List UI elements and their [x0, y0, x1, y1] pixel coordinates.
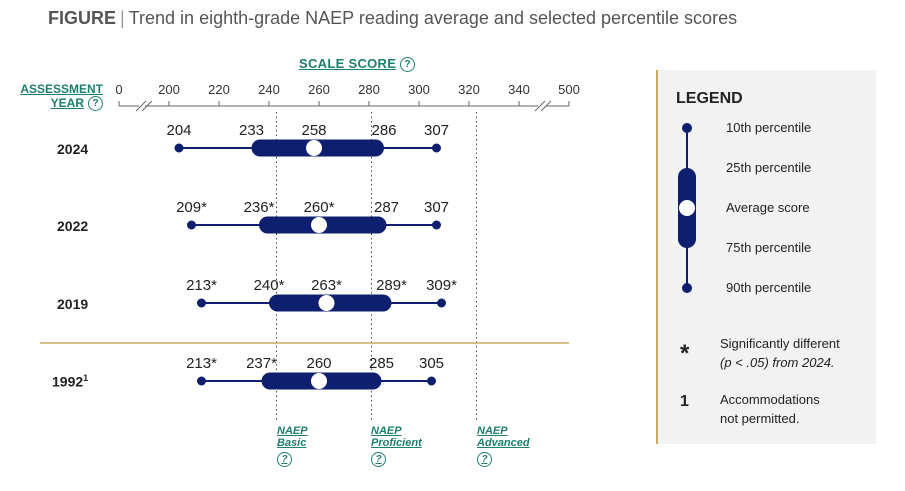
legend-item-p10: 10th percentile [726, 120, 812, 135]
p10-label: 213* [186, 277, 217, 294]
axis-break-mark [540, 100, 552, 112]
p10-dot [197, 376, 206, 386]
naep-advanced-line1[interactable]: NAEP [477, 425, 508, 437]
average-dot [306, 140, 322, 156]
axis-tick-label: 500 [558, 82, 580, 97]
legend-asterisk-note-line2: (p < .05) from 2024. [720, 355, 835, 370]
assessment-year-label-line1[interactable]: ASSESSMENT [20, 82, 103, 96]
legend-asterisk-symbol: * [680, 340, 690, 367]
naep-proficient-line1[interactable]: NAEP [371, 425, 402, 437]
axis-break-mark [135, 100, 147, 112]
legend-average-dot [679, 200, 695, 216]
legend-item-average: Average score [726, 200, 810, 215]
axis-tick-label: 220 [208, 82, 230, 97]
axis-tick-label: 300 [408, 82, 430, 97]
average-dot [318, 295, 335, 311]
axis-tick-label: 0 [115, 82, 122, 97]
axis-tick-label: 240 [258, 82, 280, 97]
p75-label: 285 [369, 355, 394, 372]
scale-score-label[interactable]: SCALE SCORE [299, 56, 397, 71]
axis-tick-label: 260 [308, 82, 330, 97]
p10-label: 213* [186, 355, 217, 372]
assessment-year-header[interactable]: ASSESSMENT YEAR? [14, 82, 103, 112]
figure-label: FIGURE [48, 8, 117, 28]
legend-title: LEGEND [676, 90, 743, 107]
assessment-year-help-icon[interactable]: ? [88, 96, 103, 112]
p90-dot [432, 220, 441, 230]
axis-tick-label: 320 [458, 82, 480, 97]
naep-basic-line2[interactable]: Basic [277, 437, 307, 449]
year-label-1992: 19921 [52, 373, 88, 390]
legend-footnote-note-line1: Accommodations [720, 392, 820, 407]
p10-dot [197, 298, 206, 308]
naep-advanced-help-icon[interactable]: ? [477, 452, 492, 467]
p90-label: 307 [424, 122, 449, 139]
percentile-range-chart: 0 200 220 240 260 280 300 320 340 500 204 233 258 286… [40, 82, 580, 420]
average-label: 258 [301, 122, 326, 139]
p90-dot [427, 376, 436, 386]
p75-label: 289* [376, 277, 407, 294]
p25-label: 237* [246, 355, 277, 372]
p10-label: 204 [166, 122, 191, 139]
legend-panel: LEGEND 10th percentile 25th percentile A… [656, 70, 876, 444]
year-label-2022: 2022 [57, 218, 89, 234]
figure-title: FIGURE | Trend in eighth-grade NAEP readin… [48, 8, 738, 28]
p75-label: 287 [374, 199, 399, 216]
axis-tick-label: 340 [508, 82, 530, 97]
p25-label: 233 [239, 122, 264, 139]
legend-asterisk-note: Significantly different (p < .05) from 2… [720, 334, 840, 372]
p25-label: 236* [244, 199, 275, 216]
naep-basic-line1[interactable]: NAEP [277, 425, 308, 437]
p10-dot [174, 143, 184, 153]
axis-tick-label: 200 [158, 82, 180, 97]
year-label-1992-text: 1992 [52, 373, 84, 390]
p10-label: 209* [176, 199, 207, 216]
year-1992-footnote-marker: 1 [83, 373, 89, 383]
assessment-year-label-line2[interactable]: YEAR [50, 96, 84, 110]
legend-item-p75: 75th percentile [726, 240, 812, 255]
average-dot [311, 373, 327, 389]
average-label: 263* [311, 277, 342, 294]
naep-basic-help-icon[interactable]: ? [277, 452, 292, 467]
p90-dot [432, 143, 441, 153]
scale-score-help-icon[interactable]: ? [400, 57, 416, 73]
axis-break-mark [534, 100, 546, 112]
legend-item-p25: 25th percentile [726, 160, 812, 175]
p90-label: 309* [426, 277, 457, 294]
p25-label: 240* [254, 277, 285, 294]
average-dot [311, 217, 327, 233]
naep-advanced-line2[interactable]: Advanced [477, 437, 530, 449]
average-label: 260 [306, 355, 331, 372]
p75-label: 286 [371, 122, 396, 139]
naep-advanced-link[interactable]: NAEP Advanced ? [477, 425, 530, 467]
legend-asterisk-note-line1: Significantly different [720, 336, 840, 351]
p10-dot [187, 220, 196, 230]
legend-p10-dot [682, 123, 692, 133]
legend-footnote-note: Accommodations not permitted. [720, 390, 820, 428]
scale-score-header[interactable]: SCALE SCORE? [299, 56, 416, 73]
axis-tick-label: 280 [358, 82, 380, 97]
legend-footnote-note-line2: not permitted. [720, 411, 800, 426]
legend-footnote-symbol: 1 [680, 393, 689, 410]
legend-p90-dot [682, 283, 692, 293]
p90-label: 307 [424, 199, 449, 216]
naep-proficient-link[interactable]: NAEP Proficient ? [371, 425, 422, 467]
legend-item-p90: 90th percentile [726, 280, 812, 295]
year-label-2019: 2019 [57, 296, 89, 312]
naep-basic-link[interactable]: NAEP Basic ? [277, 425, 308, 467]
p90-dot [437, 298, 446, 308]
year-label-2024: 2024 [57, 141, 89, 157]
legend-range-glyph [678, 123, 696, 293]
average-label: 260* [304, 199, 335, 216]
figure-title-text: Trend in eighth-grade NAEP reading avera… [128, 8, 738, 28]
naep-proficient-line2[interactable]: Proficient [371, 437, 422, 449]
naep-proficient-help-icon[interactable]: ? [371, 452, 386, 467]
p90-label: 305 [419, 355, 444, 372]
axis-break-mark [141, 100, 153, 112]
